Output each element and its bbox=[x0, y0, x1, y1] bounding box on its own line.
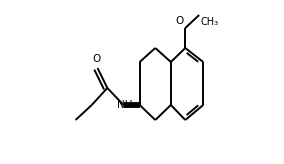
Text: O: O bbox=[93, 54, 101, 64]
Text: NH: NH bbox=[117, 100, 133, 110]
Text: O: O bbox=[176, 16, 184, 26]
Text: CH₃: CH₃ bbox=[201, 17, 219, 27]
